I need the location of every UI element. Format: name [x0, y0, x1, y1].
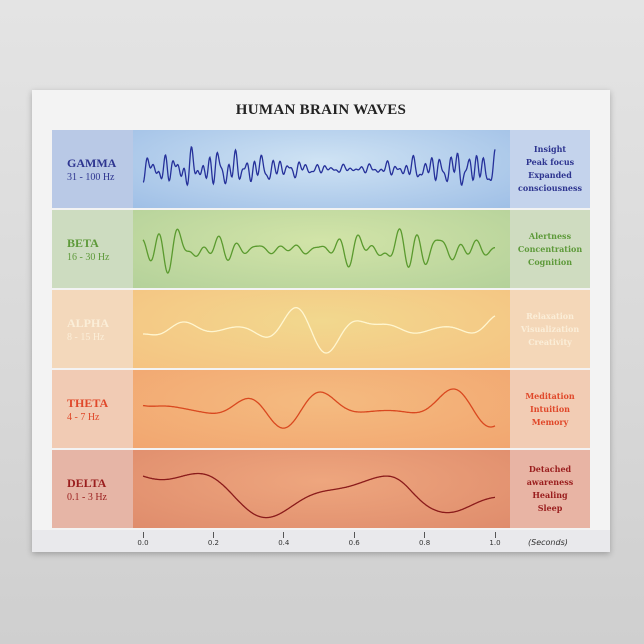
description-line: Insight — [533, 144, 567, 154]
band-label: DELTA 0.1 - 3 Hz — [52, 450, 133, 528]
band-description: Alertness Concentration Cognition — [510, 210, 590, 288]
description-line: Expanded — [528, 170, 572, 180]
band-frequency-range: 31 - 100 Hz — [67, 172, 115, 183]
description-line: Creativity — [528, 336, 572, 347]
band-gamma: GAMMA 31 - 100 Hz Insight Peak focus Expan… — [52, 130, 590, 208]
band-theta: THETA 4 - 7 Hz Meditation Intuition Memory — [52, 370, 590, 448]
description-line: Visualization — [520, 323, 580, 334]
waveform-line — [142, 472, 495, 519]
tick-label: 0.4 — [278, 539, 290, 547]
band-beta: BETA 16 - 30 Hz Alertness Concentration Co… — [52, 210, 590, 288]
wave-plot — [133, 370, 510, 448]
wave-plot — [133, 450, 510, 528]
description-line: Cognition — [527, 256, 573, 267]
description-line: Concentration — [517, 243, 583, 254]
description-line: Alertness — [528, 230, 572, 241]
poster: HUMAN BRAIN WAVES GAMMA 31 - 100 Hz Insi… — [32, 90, 610, 552]
description-line: consciousness — [517, 183, 582, 193]
band-label: ALPHA 8 - 15 Hz — [52, 290, 133, 368]
axis-tick: 0.4 — [269, 532, 299, 547]
band-frequency-range: 4 - 7 Hz — [67, 412, 100, 423]
axis-tick: 0.0 — [128, 532, 158, 547]
description-line: awareness — [526, 477, 574, 487]
waveform — [142, 228, 495, 274]
wave-plot — [133, 210, 510, 288]
band-description: Relaxation Visualization Creativity — [510, 290, 590, 368]
band-label: GAMMA 31 - 100 Hz — [52, 130, 133, 208]
axis-tick: 0.6 — [339, 532, 369, 547]
waveform — [142, 472, 495, 519]
description-line: Peak focus — [525, 157, 575, 167]
band-description: Insight Peak focus Expanded consciousness — [510, 130, 590, 208]
tick-label: 0.8 — [419, 539, 431, 547]
band-alpha: ALPHA 8 - 15 Hz Relaxation Visualization C… — [52, 290, 590, 368]
waveform-line — [142, 388, 496, 429]
description-line: Relaxation — [526, 310, 574, 321]
band-frequency-range: 0.1 - 3 Hz — [67, 492, 107, 503]
band-name: THETA — [67, 396, 109, 410]
description-line: Meditation — [525, 390, 575, 401]
waveform-line — [143, 306, 496, 354]
band-description: Detached awareness Healing Sleep — [510, 450, 590, 528]
time-axis: 0.0 0.2 0.4 0.6 0.8 1.0 (Seconds) — [32, 530, 610, 552]
band-delta: DELTA 0.1 - 3 Hz Detached awareness Healin… — [52, 450, 590, 528]
band-name: GAMMA — [67, 156, 117, 170]
description-line: Sleep — [537, 503, 563, 513]
wave-plot — [133, 290, 510, 368]
axis-tick: 0.8 — [410, 532, 440, 547]
band-frequency-range: 8 - 15 Hz — [67, 332, 105, 343]
waveform-line — [142, 228, 495, 274]
band-label: BETA 16 - 30 Hz — [52, 210, 133, 288]
tick-label: 0.2 — [207, 539, 219, 547]
band-description: Meditation Intuition Memory — [510, 370, 590, 448]
waveform — [143, 306, 496, 354]
description-line: Detached — [528, 464, 572, 474]
waveform-line — [142, 145, 496, 187]
tick-label: 0.0 — [137, 539, 149, 547]
waveform — [142, 145, 496, 187]
axis-tick: 1.0 — [480, 532, 510, 547]
waveform — [142, 388, 496, 429]
axis-tick: 0.2 — [198, 532, 228, 547]
band-name: ALPHA — [67, 316, 109, 330]
band-name: BETA — [67, 236, 99, 250]
description-line: Memory — [531, 416, 569, 427]
tick-label: 0.6 — [348, 539, 360, 547]
poster-title: HUMAN BRAIN WAVES — [235, 102, 407, 118]
description-line: Intuition — [530, 403, 570, 414]
axis-unit: (Seconds) — [528, 538, 568, 547]
band-label: THETA 4 - 7 Hz — [52, 370, 133, 448]
description-line: Healing — [532, 490, 568, 500]
band-frequency-range: 16 - 30 Hz — [67, 252, 110, 263]
band-name: DELTA — [67, 476, 107, 490]
tick-label: 1.0 — [489, 539, 501, 547]
wave-plot — [133, 130, 510, 208]
